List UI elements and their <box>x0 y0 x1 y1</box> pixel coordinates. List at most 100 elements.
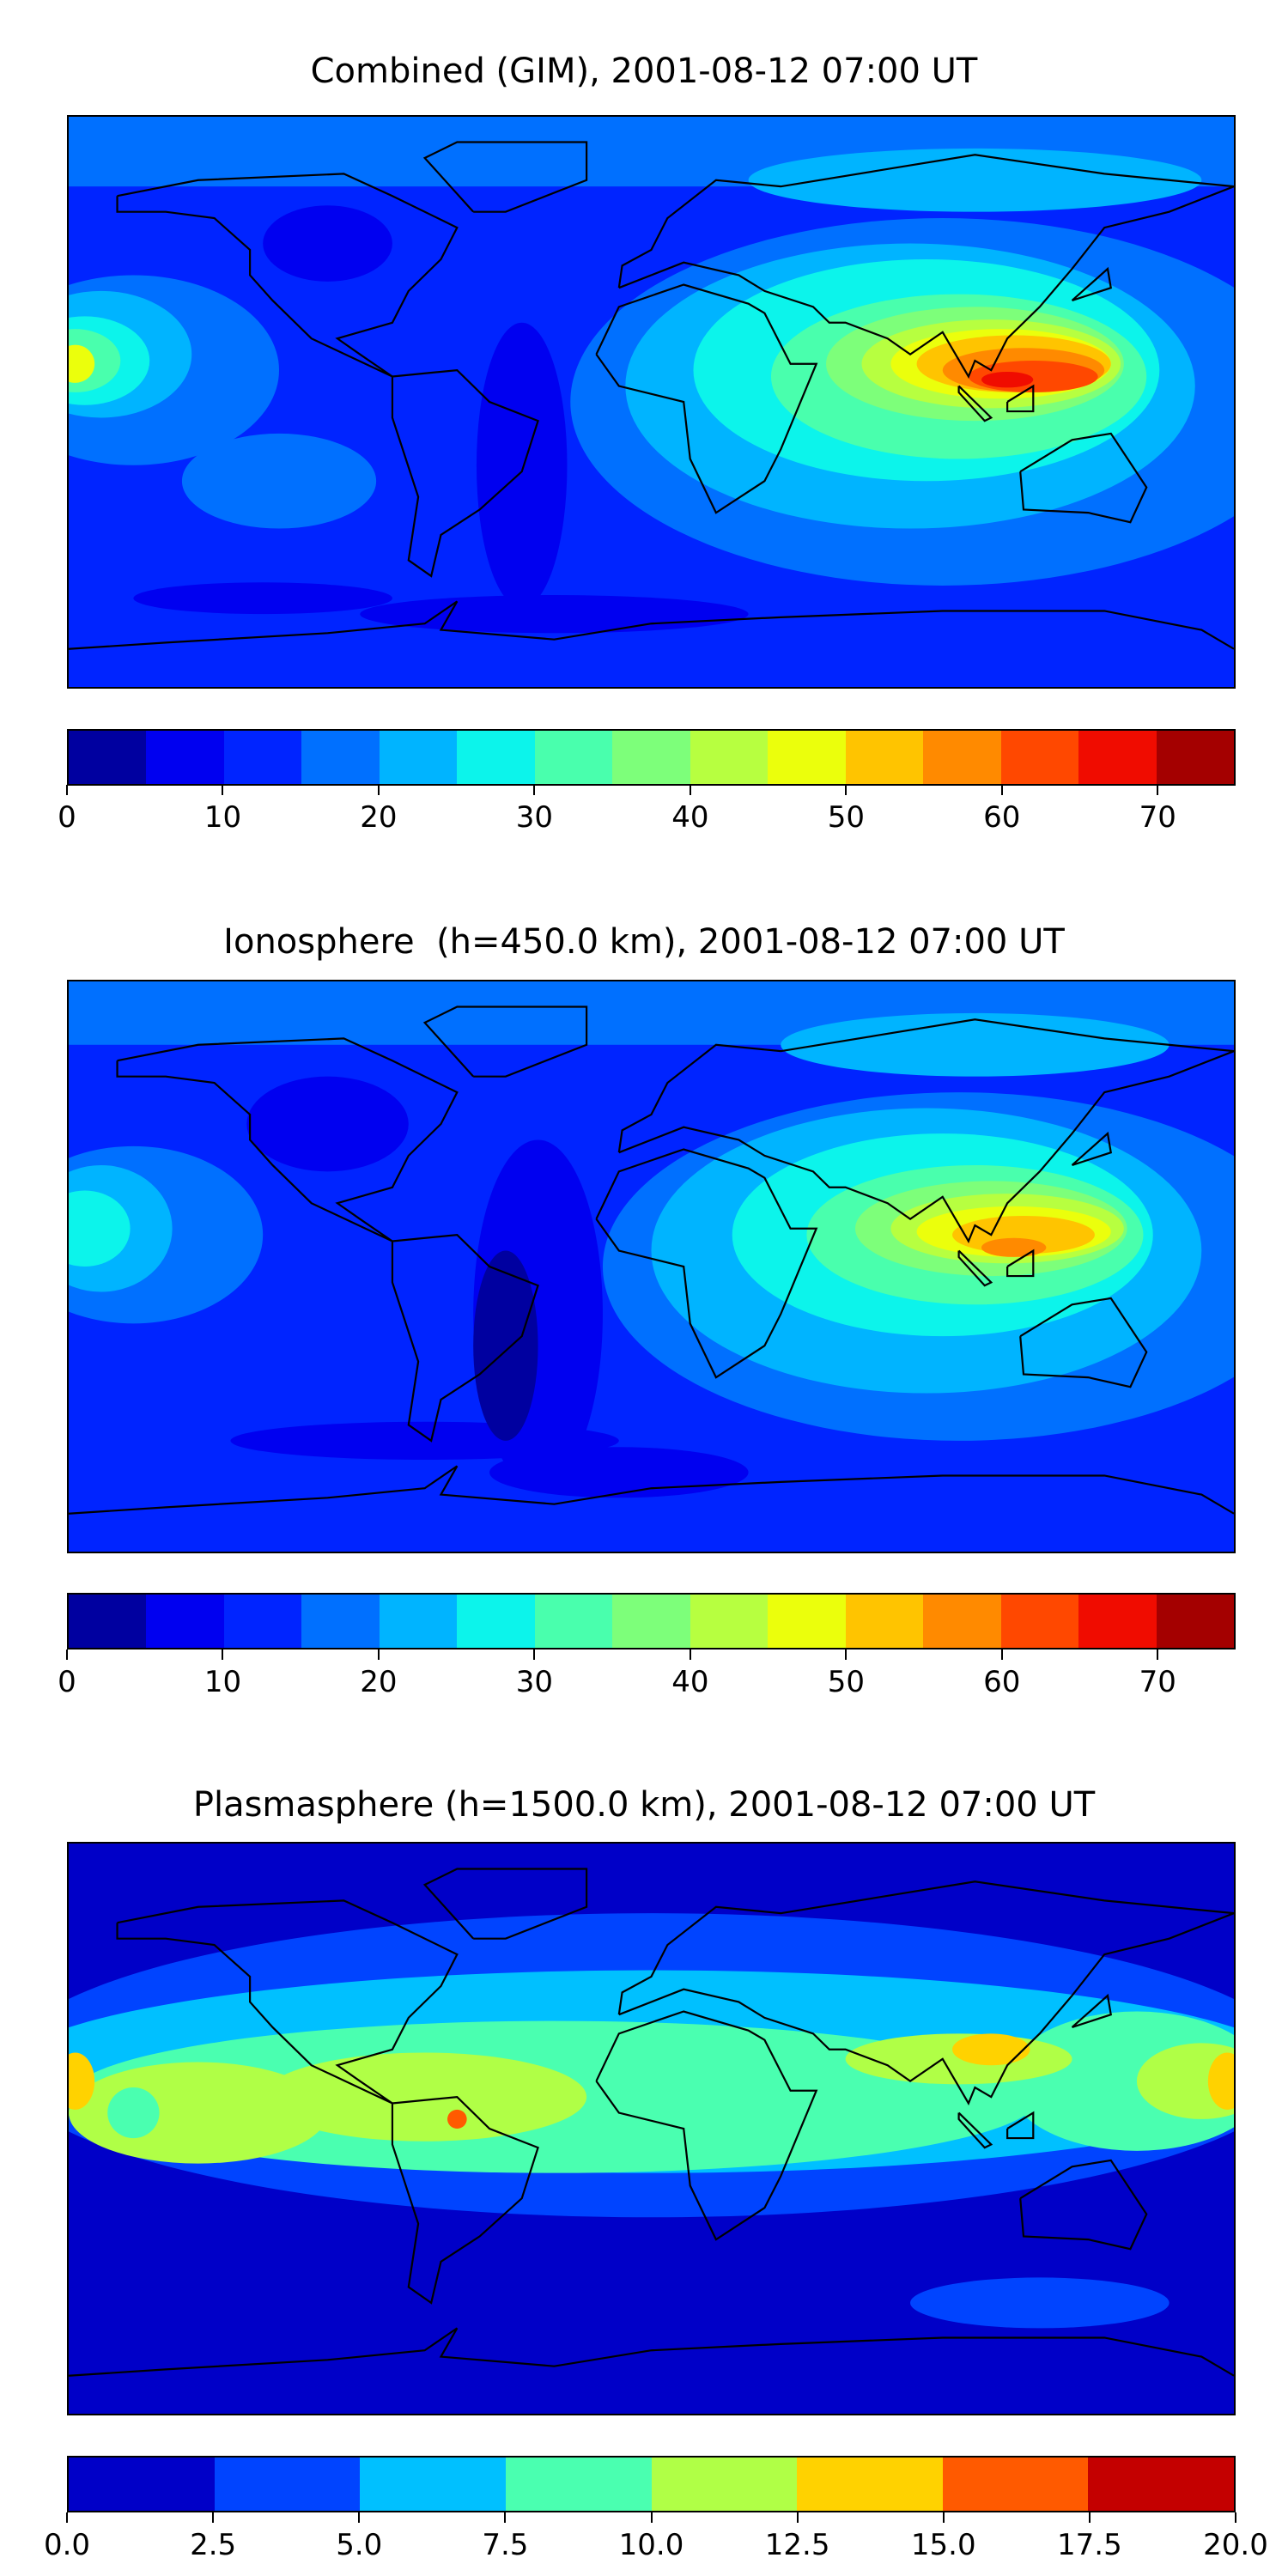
colorbar-segment <box>505 2458 652 2511</box>
contour-region <box>952 2033 1030 2066</box>
colorbar-segment <box>797 2458 943 2511</box>
coastline <box>1020 2160 1146 2249</box>
tick-label: 12.5 <box>764 2528 830 2562</box>
coastline <box>118 1900 458 2103</box>
colorbar-combined <box>67 729 1236 786</box>
coastline <box>1020 434 1146 522</box>
coastline <box>619 1881 1234 2103</box>
tick-mark <box>222 785 224 795</box>
tick-label: 2.5 <box>190 2528 237 2562</box>
tick-mark <box>377 785 380 795</box>
contour-region <box>910 2277 1170 2329</box>
tick-label: 10 <box>204 1665 242 1699</box>
coastline <box>959 2113 992 2148</box>
coastline <box>425 1869 586 1939</box>
tick-label: 40 <box>671 1665 709 1699</box>
map-svg <box>69 1844 1234 2414</box>
tick-label: 17.5 <box>1057 2528 1122 2562</box>
colorbar-segment <box>69 2458 215 2511</box>
contour-region <box>981 371 1034 388</box>
colorbar-ticks-ionosphere: 0 10 20 30 40 50 60 70 <box>58 1649 1236 1701</box>
coastline <box>596 2012 816 2240</box>
colorbar-segment <box>214 2458 361 2511</box>
colorbar-segment <box>379 1595 458 1648</box>
colorbar-segment <box>360 2458 506 2511</box>
coastline <box>1007 2113 1033 2139</box>
coastline <box>1072 1996 1111 2027</box>
contour-region <box>133 582 392 615</box>
colorbar-segment <box>612 1595 690 1648</box>
coastline <box>619 155 1234 376</box>
tick-label: 20 <box>360 800 398 835</box>
tick-label: 20.0 <box>1203 2528 1268 2562</box>
tick-label: 60 <box>983 800 1021 835</box>
tick-label: 7.5 <box>482 2528 529 2562</box>
contour-region <box>69 1190 131 1267</box>
tick-mark <box>66 785 68 795</box>
tick-label: 70 <box>1139 800 1176 835</box>
tick-mark <box>1000 785 1003 795</box>
colorbar-segment <box>379 731 458 784</box>
contour-region <box>447 2109 467 2129</box>
contour-region <box>246 1076 409 1172</box>
colorbar-segment <box>845 731 924 784</box>
coastline <box>425 143 586 212</box>
coastline <box>1072 269 1111 301</box>
tick-mark <box>533 785 536 795</box>
tick-label: 50 <box>827 1665 865 1699</box>
colorbar-segment <box>1000 731 1079 784</box>
contour-region <box>473 1250 538 1441</box>
colorbar-segment <box>651 2458 798 2511</box>
tick-mark <box>1000 1649 1003 1660</box>
tick-label: 40 <box>671 800 709 835</box>
tick-mark <box>66 2512 68 2523</box>
colorbar-segment <box>690 731 769 784</box>
contour-region <box>476 322 568 608</box>
colorbar-segment <box>457 1595 535 1648</box>
colorbar-segment <box>1156 731 1235 784</box>
colorbar-segment <box>1078 731 1157 784</box>
tick-label: 5.0 <box>336 2528 383 2562</box>
contour-region <box>748 148 1202 212</box>
coastline <box>69 2328 1234 2375</box>
panel-title-ionosphere: Ionosphere (h=450.0 km), 2001-08-12 07:0… <box>223 922 1065 962</box>
contour-region <box>781 1012 1170 1077</box>
colorbar-ticks-plasmasphere: 0.0 2.5 5.0 7.5 10.0 12.5 15.0 17.5 20.0 <box>44 2512 1268 2564</box>
contour-region <box>489 1447 749 1498</box>
colorbar-segment <box>301 1595 380 1648</box>
contour-region <box>69 344 95 383</box>
colorbar-segment <box>768 1595 846 1648</box>
colorbar-segment <box>923 1595 1001 1648</box>
coastline <box>1072 1133 1111 1165</box>
coastline <box>1020 1298 1146 1387</box>
coastline <box>959 1251 992 1286</box>
colorbar-segment <box>534 731 613 784</box>
colorbar-segment <box>1156 1595 1235 1648</box>
colorbar-segment <box>690 1595 769 1648</box>
tick-mark <box>845 785 848 795</box>
coastline <box>69 1466 1234 1513</box>
colorbar-segment <box>923 731 1001 784</box>
map-plasmasphere <box>67 1842 1236 2415</box>
tick-mark <box>222 1649 224 1660</box>
panel-title-plasmasphere: Plasmasphere (h=1500.0 km), 2001-08-12 0… <box>192 1785 1096 1825</box>
colorbar-segment <box>942 2458 1089 2511</box>
colorbar-segment <box>1088 2458 1234 2511</box>
map-svg <box>69 981 1234 1552</box>
panel-title-combined: Combined (GIM), 2001-08-12 07:00 UT <box>310 52 978 91</box>
colorbar-segment <box>146 1595 224 1648</box>
contour-region <box>1207 2052 1234 2110</box>
colorbar-segment <box>146 731 224 784</box>
tick-mark <box>212 2512 215 2523</box>
tick-label: 70 <box>1139 1665 1176 1699</box>
colorbar-segment <box>1078 1595 1157 1648</box>
contour-region <box>360 595 749 634</box>
tick-label: 0.0 <box>43 2528 91 2562</box>
tick-label: 30 <box>515 800 554 835</box>
tick-mark <box>1235 2512 1236 2523</box>
colorbar-segment <box>69 1595 147 1648</box>
coastline <box>1007 386 1033 412</box>
colorbar-ticks-combined: 0 10 20 30 40 50 60 70 <box>58 785 1236 836</box>
tick-label: 0 <box>58 1665 76 1699</box>
tick-mark <box>377 1649 380 1660</box>
